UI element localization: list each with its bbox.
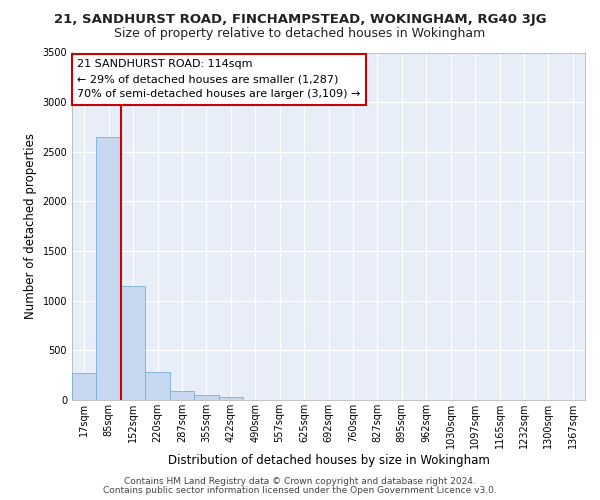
Bar — [194, 395, 218, 400]
Text: Contains public sector information licensed under the Open Government Licence v3: Contains public sector information licen… — [103, 486, 497, 495]
Text: Contains HM Land Registry data © Crown copyright and database right 2024.: Contains HM Land Registry data © Crown c… — [124, 477, 476, 486]
Text: Size of property relative to detached houses in Wokingham: Size of property relative to detached ho… — [115, 28, 485, 40]
Bar — [72, 373, 97, 400]
Bar — [121, 286, 145, 400]
Bar — [145, 372, 170, 400]
Bar — [170, 391, 194, 400]
Text: 21, SANDHURST ROAD, FINCHAMPSTEAD, WOKINGHAM, RG40 3JG: 21, SANDHURST ROAD, FINCHAMPSTEAD, WOKIN… — [53, 12, 547, 26]
Bar — [97, 137, 121, 400]
Y-axis label: Number of detached properties: Number of detached properties — [24, 133, 37, 320]
X-axis label: Distribution of detached houses by size in Wokingham: Distribution of detached houses by size … — [167, 454, 490, 467]
Text: 21 SANDHURST ROAD: 114sqm
← 29% of detached houses are smaller (1,287)
70% of se: 21 SANDHURST ROAD: 114sqm ← 29% of detac… — [77, 60, 361, 99]
Bar — [218, 397, 243, 400]
